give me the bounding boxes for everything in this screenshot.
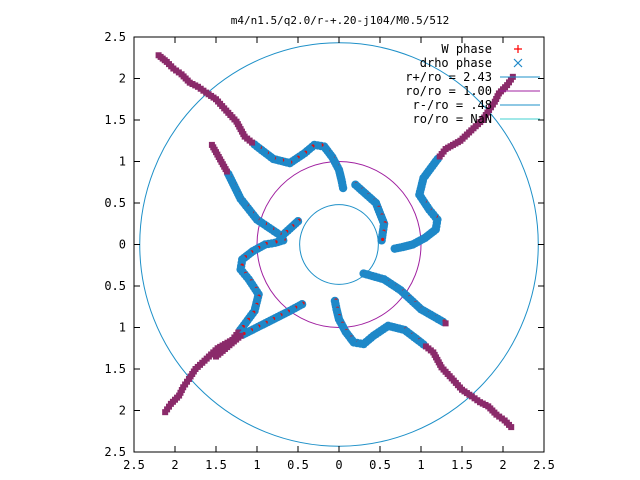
phase-markers [155, 52, 516, 431]
y-tick-label: 2 [119, 72, 126, 86]
x-tick-label: 0.5 [287, 458, 309, 472]
y-tick-label: 2.5 [104, 445, 126, 459]
x-tick-label: 1.5 [451, 458, 473, 472]
y-tick-label: 1.5 [104, 113, 126, 127]
y-tick-label: 0 [119, 238, 126, 252]
phase-point [162, 409, 169, 416]
legend-label: ro/ro = 1.00 [405, 84, 492, 98]
y-tick-label: 0.5 [104, 196, 126, 210]
x-tick-label: 2 [171, 458, 178, 472]
legend-label: r-/ro = .48 [413, 98, 492, 112]
legend-label: r+/ro = 2.43 [405, 70, 492, 84]
circle-2 [299, 204, 379, 285]
x-tick-label: 1 [417, 458, 424, 472]
phase-point [442, 320, 449, 327]
axis-ticks: 2.5 2 1.5 1 0.5 0 0.5 1 1.5 2 2.52.521.510.500.511… [104, 30, 555, 472]
legend-label: W phase [441, 42, 492, 56]
y-tick-label: 1 [119, 155, 126, 169]
y-tick-label: 2.5 [104, 30, 126, 44]
legend-label: ro/ro = NaN [413, 112, 492, 126]
x-tick-label: 2.5 [123, 458, 145, 472]
phase-point [508, 424, 515, 431]
legend-label: drho phase [420, 56, 492, 70]
chart-title: m4/n1.5/q2.0/r-+.20-j104/M0.5/512 [231, 14, 450, 27]
y-tick-label: 2 [119, 404, 126, 418]
y-tick-label: 1 [119, 321, 126, 335]
phase-point [155, 52, 162, 59]
x-tick-label: 0 [335, 458, 342, 472]
w-phase-point [381, 237, 385, 241]
phase-point [213, 353, 219, 360]
x-tick-label: 1.5 [205, 458, 227, 472]
phase-point [208, 141, 215, 148]
y-tick-label: 1.5 [104, 362, 126, 376]
y-tick-label: 0.5 [104, 279, 126, 293]
x-tick-label: 2.5 [533, 458, 555, 472]
x-tick-label: 1 [253, 458, 260, 472]
legend-marker-plus [514, 45, 522, 53]
legend-marker-cross [513, 58, 523, 68]
x-tick-label: 0.5 [369, 458, 391, 472]
x-tick-label: 2 [499, 458, 506, 472]
